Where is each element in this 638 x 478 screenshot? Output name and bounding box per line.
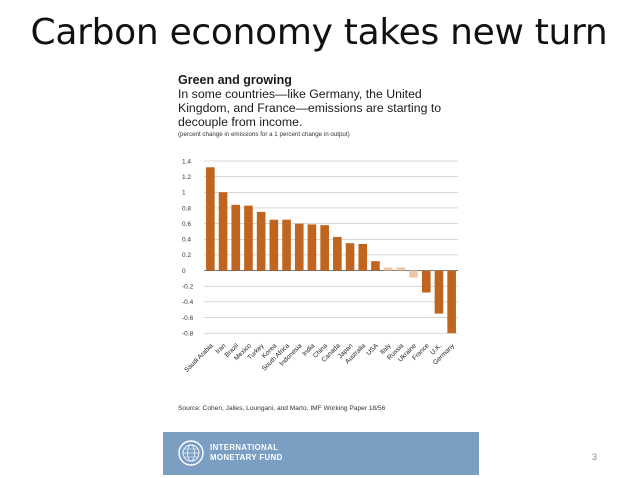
imf-footer-band: INTERNATIONAL MONETARY FUND [163,432,479,475]
bar [345,243,355,271]
slide-title: Carbon economy takes new turn [30,12,608,53]
bar [282,219,291,271]
y-tick-label: 0.4 [182,237,191,244]
y-tick-label: 0.6 [182,221,191,228]
y-tick-label: -0.8 [182,330,194,337]
y-tick-label: -0.2 [182,284,194,291]
page-number: 3 [592,452,598,462]
chart-heading: Green and growing [178,73,292,87]
x-tick-label: USA [365,342,380,357]
imf-wordmark: INTERNATIONAL MONETARY FUND [210,443,283,463]
y-tick-label: -0.4 [182,299,194,306]
bar [396,267,406,271]
bar [383,267,393,271]
chart-figure: Green and growing In some countries—like… [178,73,478,418]
x-tick-label: Saudi Arabia [183,342,215,374]
bar [269,219,279,271]
y-tick-label: 0 [182,268,186,275]
bar [256,211,266,271]
chart-units-note: (percent change in emissions for a 1 per… [178,131,350,138]
y-tick-label: 1.2 [182,174,191,181]
chart-subtitle: In some countries—like Germany, the Unit… [178,87,442,129]
bar [320,225,329,271]
bar [434,270,444,314]
imf-seal-icon [178,440,204,466]
bar [358,243,368,271]
y-tick-label: 0.8 [182,205,191,212]
bar [244,205,253,271]
bar [421,270,431,293]
bar [307,224,317,271]
bar [371,261,380,271]
bar [218,192,228,271]
bar [231,204,241,271]
bar [409,270,418,278]
y-tick-label: 1 [182,190,186,197]
imf-wordmark-line2: MONETARY FUND [210,453,283,462]
bar [447,270,456,334]
imf-wordmark-line1: INTERNATIONAL [210,443,279,452]
y-tick-label: -0.6 [182,315,194,322]
bar [206,167,215,271]
bar [294,223,304,271]
chart-source: Source: Cohen, Jalles, Loungani, and Mar… [178,405,386,412]
y-tick-label: 1.4 [182,158,191,165]
bar-chart: 1.4 1.2 1 0.8 0.6 0.4 0.2 0 -0.2 -0.4 -0.6 -0.8 Saud… [182,158,458,374]
y-tick-label: 0.2 [182,252,191,259]
bar [333,236,342,271]
